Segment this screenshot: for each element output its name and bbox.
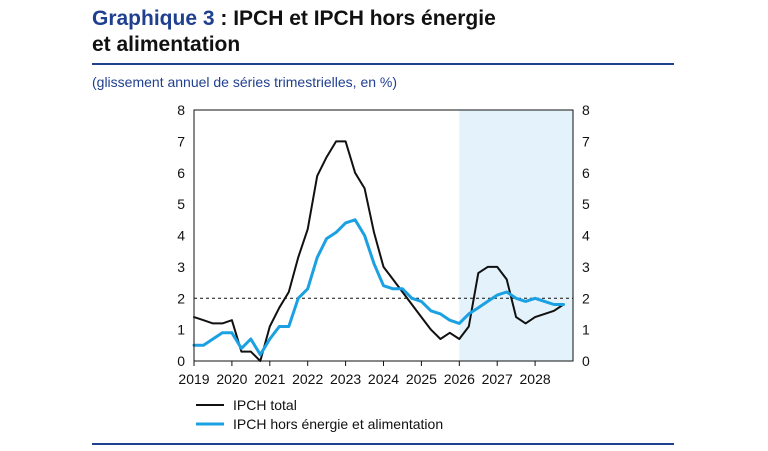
y-axis-left: 0 1 2 3 4 5 6 7 8 (177, 102, 185, 369)
chart-subtitle: (glissement annuel de séries trimestriel… (92, 74, 398, 90)
y-tick-label-left: 7 (177, 133, 185, 149)
y-axis-right: 0 1 2 3 4 5 6 7 8 (582, 102, 590, 369)
bottom-divider (92, 443, 674, 445)
y-tick-label-right: 3 (582, 259, 590, 275)
y-tick-label-right: 0 (582, 353, 590, 369)
chart-title: Graphique 3 : IPCH et IPCH hors énergie … (92, 6, 692, 58)
x-tick-label: 2020 (216, 371, 247, 387)
title-divider (92, 63, 674, 65)
chart-title-lead: Graphique 3 (92, 7, 215, 30)
y-tick-label-left: 0 (177, 353, 185, 369)
x-tick-label: 2023 (330, 371, 361, 387)
y-tick-label-left: 2 (177, 290, 185, 306)
series-lines (192, 140, 565, 362)
chart-title-line2: et alimentation (92, 33, 241, 56)
x-tick-label: 2025 (406, 371, 437, 387)
x-tick-label: 2024 (368, 371, 399, 387)
x-tick-label: 2021 (254, 371, 285, 387)
x-axis: 2019 2020 2021 2022 2023 2024 2025 2026 2027 2028 (178, 361, 551, 387)
series-ipch-core (192, 218, 565, 357)
plot-frame (193, 109, 574, 362)
y-tick-label-left: 3 (177, 259, 185, 275)
y-tick-label-right: 1 (582, 322, 590, 338)
legend-label-ipch-core: IPCH hors énergie et alimentation (233, 416, 443, 432)
y-tick-label-right: 8 (582, 102, 590, 118)
y-tick-label-right: 7 (582, 133, 590, 149)
y-tick-label-left: 8 (177, 102, 185, 118)
x-tick-label: 2028 (520, 371, 551, 387)
y-tick-label-right: 4 (582, 228, 590, 244)
x-tick-label: 2027 (482, 371, 513, 387)
series-ipch-total (193, 140, 565, 362)
y-tick-label-right: 2 (582, 290, 590, 306)
y-tick-label-right: 5 (582, 196, 590, 212)
y-tick-label-right: 6 (582, 165, 590, 181)
legend-label-ipch-total: IPCH total (233, 397, 297, 413)
y-tick-label-left: 1 (177, 322, 185, 338)
x-tick-label: 2022 (292, 371, 323, 387)
projection-band (459, 110, 573, 361)
y-tick-label-left: 5 (177, 196, 185, 212)
y-tick-label-left: 6 (177, 165, 185, 181)
x-tick-label: 2026 (444, 371, 475, 387)
x-tick-label: 2019 (178, 371, 209, 387)
chart-title-rest: : IPCH et IPCH hors énergie (214, 7, 496, 30)
legend: IPCH total IPCH hors énergie et alimenta… (196, 397, 443, 432)
y-tick-label-left: 4 (177, 228, 185, 244)
